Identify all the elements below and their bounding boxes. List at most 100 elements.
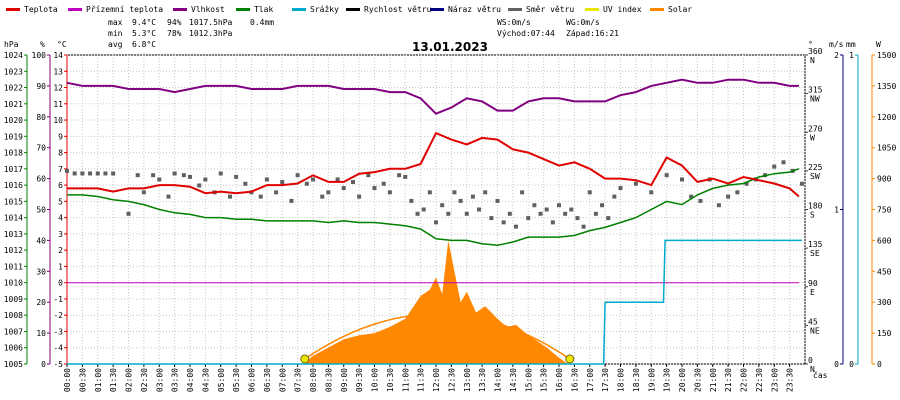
x-tick-label: 01:00	[94, 368, 103, 392]
legend-label: Teplota	[24, 5, 58, 14]
wind-direction-point	[172, 171, 177, 176]
direction-tick-label: 315	[808, 86, 823, 95]
stat-min-press: 1012.3hPa	[189, 29, 233, 38]
legend-label: Náraz větru	[448, 5, 501, 14]
temperature-tick-label: 12	[53, 84, 63, 93]
stat-avg-temp: 6.8°C	[132, 40, 156, 49]
wind-direction-point	[526, 216, 531, 221]
temperature-tick-label: 4	[58, 214, 63, 223]
solar-tick-label: 300	[877, 298, 892, 307]
wind-direction-point	[326, 190, 331, 195]
x-tick-label: 22:00	[740, 368, 749, 392]
wind-direction-point	[440, 203, 445, 208]
wind-direction-point	[772, 164, 777, 169]
x-tick-label: 09:30	[355, 368, 364, 392]
legend-label: Tlak	[254, 5, 273, 14]
solar-tick-label: 450	[877, 267, 892, 276]
wind-direction-point	[227, 194, 232, 199]
pressure-tick-label: 1015	[4, 197, 23, 206]
wind-direction-point	[387, 190, 392, 195]
temperature-tick-label: -2	[53, 311, 63, 320]
wind-direction-point	[680, 177, 684, 182]
legend-swatch	[236, 8, 250, 11]
temperature-tick-label: 9	[58, 132, 63, 141]
pressure-tick-label: 1016	[4, 181, 23, 190]
pressure-tick-label: 1023	[4, 67, 23, 76]
x-tick-label: 23:30	[786, 368, 795, 392]
wind-direction-point	[781, 160, 786, 165]
pressure-tick-label: 1020	[4, 116, 23, 125]
x-tick-label: 10:30	[386, 368, 395, 392]
wind-direction-point	[289, 198, 294, 203]
sunrise-info: Východ:07:44	[497, 29, 555, 38]
wind-direction-point	[550, 220, 555, 225]
wind-direction-point	[452, 190, 457, 195]
wind-direction-point	[188, 174, 192, 179]
legend-swatch	[346, 8, 360, 11]
temperature-line	[67, 131, 800, 198]
humidity-line	[66, 78, 799, 115]
wind-direction-point	[397, 173, 402, 178]
legend-label: Srážky	[310, 5, 339, 14]
humidity-tick-label: 80	[36, 113, 46, 122]
wind-direction-point	[649, 190, 654, 195]
wind-direction-point	[409, 198, 414, 203]
legend-label: Rychlost větru	[364, 5, 432, 14]
x-tick-label: 15:30	[540, 368, 549, 392]
wind-direction-point	[72, 171, 77, 176]
direction-name-label: N	[810, 365, 815, 374]
wind-direction-point	[88, 171, 93, 176]
humidity-tick-label: 30	[36, 267, 46, 276]
wind-direction-point	[612, 194, 617, 199]
solar-area	[303, 240, 569, 364]
x-tick-label: 07:30	[294, 368, 303, 392]
x-tick-label: 21:00	[709, 368, 718, 392]
stat-max-press: 1017.5hPa	[189, 18, 233, 27]
wind-direction-point	[470, 194, 475, 199]
x-tick-label: 03:30	[171, 368, 180, 392]
wind-direction-point	[544, 207, 549, 212]
x-tick-label: 00:00	[63, 368, 72, 392]
wind-direction-point	[335, 177, 340, 182]
humidity-tick-label: 100	[32, 51, 47, 60]
wind-direction-point	[569, 207, 574, 212]
sun-arc	[304, 313, 571, 360]
legend-swatch	[292, 8, 306, 11]
wind-direction-point	[181, 173, 186, 178]
x-tick-label: 16:00	[555, 368, 564, 392]
legend: Teplota Přízemní teplota Vlhkost Tlak Srážky…	[6, 5, 692, 14]
solar-tick-label: 1200	[877, 113, 896, 122]
pressure-tick-label: 1010	[4, 279, 23, 288]
x-tick-label: 12:30	[447, 368, 456, 392]
wind-direction-point	[166, 194, 171, 199]
wind-direction-point	[716, 203, 721, 208]
solar-tick-label: 1500	[877, 51, 896, 60]
humidity-tick-label: 40	[36, 236, 46, 245]
x-tick-label: 10:00	[371, 368, 380, 392]
legend-swatch	[585, 8, 599, 11]
wind-speed-info: WS:0m/s	[497, 18, 531, 27]
wind-direction-point	[501, 220, 506, 225]
temperature-tick-label: 3	[58, 230, 63, 239]
temperature-tick-label: -5	[53, 360, 63, 369]
rain-unit: mm	[846, 40, 856, 49]
wind-direction-point	[434, 220, 438, 225]
x-tick-label: 04:00	[186, 368, 195, 392]
x-tick-label: 18:30	[632, 368, 641, 392]
x-tick-label: 19:30	[663, 368, 672, 392]
temperature-unit: °C	[57, 40, 67, 49]
wind-direction-point	[357, 194, 362, 199]
wind-direction-point	[264, 177, 269, 182]
x-tick-label: 14:00	[494, 368, 503, 392]
stat-avg-label: avg	[108, 40, 123, 49]
wind-direction-point	[350, 180, 355, 185]
wind-tick-label: 0	[834, 360, 839, 369]
wind-direction-point	[403, 174, 408, 179]
stat-min-temp: 5.3°C	[132, 29, 156, 38]
pressure-tick-label: 1024	[4, 51, 23, 60]
humidity-tick-label: 70	[36, 144, 46, 153]
wind-direction-point	[606, 216, 611, 221]
wind-direction-point	[111, 171, 116, 176]
solar-tick-label: 1350	[877, 82, 896, 91]
